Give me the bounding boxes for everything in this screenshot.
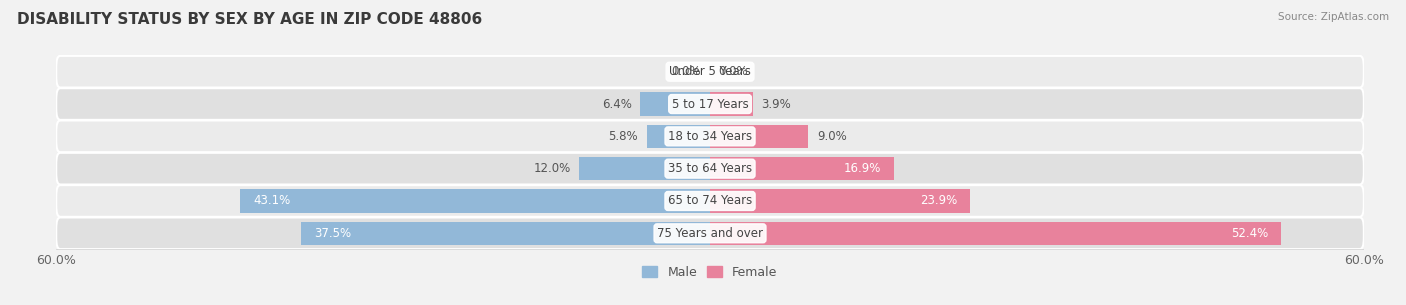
Text: 6.4%: 6.4% xyxy=(602,98,631,110)
FancyBboxPatch shape xyxy=(56,88,1364,120)
Text: 5 to 17 Years: 5 to 17 Years xyxy=(672,98,748,110)
Bar xyxy=(710,189,970,213)
Text: 0.0%: 0.0% xyxy=(718,65,748,78)
Text: 37.5%: 37.5% xyxy=(315,227,352,240)
Bar xyxy=(240,189,710,213)
Text: Source: ZipAtlas.com: Source: ZipAtlas.com xyxy=(1278,12,1389,22)
Text: 5.8%: 5.8% xyxy=(609,130,638,143)
Text: 3.9%: 3.9% xyxy=(761,98,792,110)
Text: 18 to 34 Years: 18 to 34 Years xyxy=(668,130,752,143)
Text: DISABILITY STATUS BY SEX BY AGE IN ZIP CODE 48806: DISABILITY STATUS BY SEX BY AGE IN ZIP C… xyxy=(17,12,482,27)
Text: 9.0%: 9.0% xyxy=(817,130,846,143)
Text: 23.9%: 23.9% xyxy=(920,195,957,207)
Text: 65 to 74 Years: 65 to 74 Years xyxy=(668,195,752,207)
Bar xyxy=(640,92,710,116)
Text: 16.9%: 16.9% xyxy=(844,162,882,175)
Text: 35 to 64 Years: 35 to 64 Years xyxy=(668,162,752,175)
Bar xyxy=(647,125,710,148)
Text: Under 5 Years: Under 5 Years xyxy=(669,65,751,78)
Text: 43.1%: 43.1% xyxy=(253,195,291,207)
Bar xyxy=(710,222,1281,245)
Text: 0.0%: 0.0% xyxy=(672,65,702,78)
Bar xyxy=(301,222,710,245)
FancyBboxPatch shape xyxy=(56,120,1364,152)
Bar xyxy=(710,92,752,116)
FancyBboxPatch shape xyxy=(56,185,1364,217)
Bar xyxy=(710,157,894,180)
FancyBboxPatch shape xyxy=(56,217,1364,249)
FancyBboxPatch shape xyxy=(56,56,1364,88)
Text: 52.4%: 52.4% xyxy=(1230,227,1268,240)
Bar xyxy=(710,125,808,148)
FancyBboxPatch shape xyxy=(56,153,1364,185)
Legend: Male, Female: Male, Female xyxy=(643,266,778,279)
Text: 75 Years and over: 75 Years and over xyxy=(657,227,763,240)
Bar xyxy=(579,157,710,180)
Text: 12.0%: 12.0% xyxy=(533,162,571,175)
